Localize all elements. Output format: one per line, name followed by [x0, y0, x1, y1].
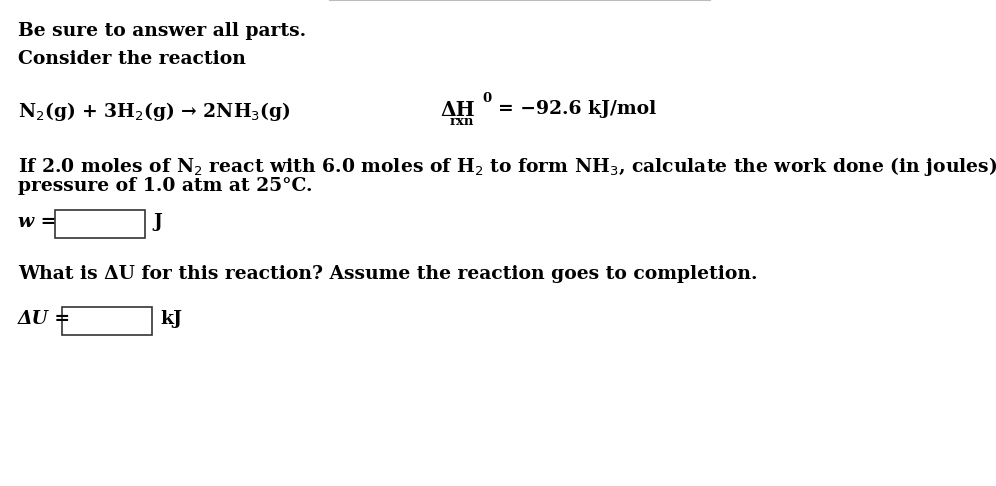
Bar — [62, 307, 152, 335]
Text: Consider the reaction: Consider the reaction — [18, 50, 246, 68]
Text: kJ: kJ — [160, 310, 182, 328]
Text: pressure of 1.0 atm at 25°C.: pressure of 1.0 atm at 25°C. — [18, 177, 313, 195]
Text: ΔH: ΔH — [440, 100, 475, 120]
Text: w =: w = — [18, 213, 57, 231]
Text: ΔU =: ΔU = — [18, 310, 71, 328]
Text: J: J — [153, 213, 162, 231]
Text: Be sure to answer all parts.: Be sure to answer all parts. — [18, 22, 306, 40]
Bar — [55, 210, 145, 238]
Text: N$_2$(g) + 3H$_2$(g) → 2NH$_3$(g): N$_2$(g) + 3H$_2$(g) → 2NH$_3$(g) — [18, 100, 291, 123]
Text: If 2.0 moles of N$_2$ react with 6.0 moles of H$_2$ to form NH$_3$, calculate th: If 2.0 moles of N$_2$ react with 6.0 mol… — [18, 155, 996, 178]
Text: What is ΔU for this reaction? Assume the reaction goes to completion.: What is ΔU for this reaction? Assume the… — [18, 265, 758, 283]
Text: rxn: rxn — [450, 115, 474, 128]
Text: 0: 0 — [482, 92, 491, 105]
Text: = −92.6 kJ/mol: = −92.6 kJ/mol — [498, 100, 656, 118]
